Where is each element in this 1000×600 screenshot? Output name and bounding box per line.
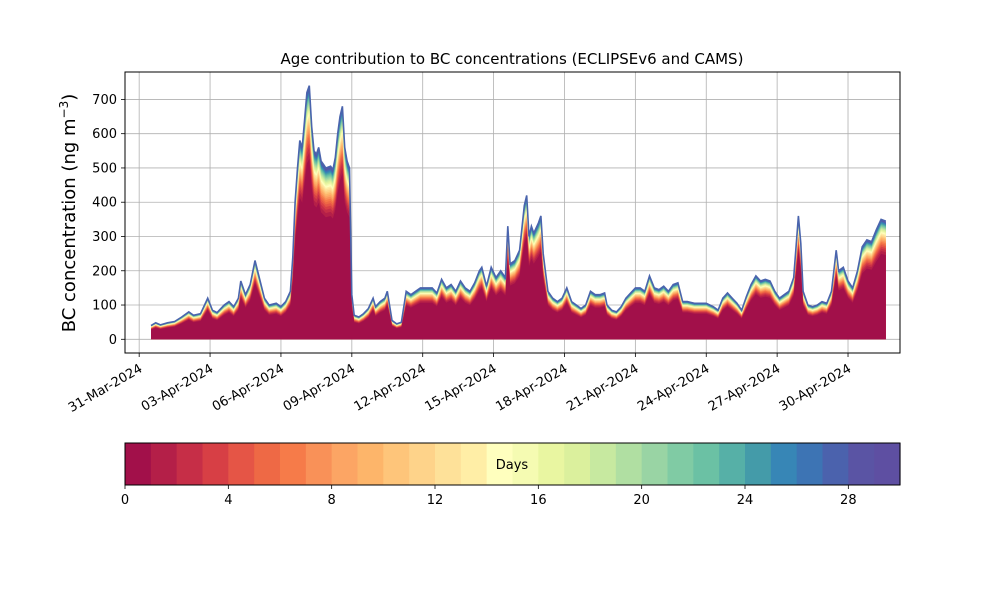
colorbar-segment [693,443,720,485]
y-tick-label: 600 [92,127,117,142]
x-axis: 31-Mar-202403-Apr-202406-Apr-202409-Apr-… [66,353,854,416]
y-axis-label-text: BC concentration (ng m [59,118,80,332]
colorbar-tick-label: 16 [530,493,547,508]
y-tick-label: 0 [109,333,117,348]
colorbar: 0 4 8 12 16 20 24 28 Days [121,442,901,508]
colorbar-frame [124,442,901,486]
colorbar-segment [383,443,410,485]
colorbar-segment [435,443,462,485]
colorbar-segment [770,443,798,485]
x-tick-label: 03-Apr-2024 [139,361,216,414]
x-tick-label: 12-Apr-2024 [352,361,429,414]
colorbar-segment [822,443,849,485]
x-tick-label: 24-Apr-2024 [635,361,712,414]
y-tick-label: 400 [92,196,117,211]
colorbar-segment [228,443,255,485]
y-tick-label: 300 [92,230,117,245]
plot-frame [124,71,901,354]
age-bands [150,85,887,340]
y-axis-label-close: ) [59,94,80,101]
colorbar-segment [745,443,772,485]
colorbar-segment [667,443,694,485]
y-tick-label: 200 [92,264,117,279]
colorbar-segment [590,443,617,485]
x-tick-label: 30-Apr-2024 [777,361,854,414]
x-tick-label: 09-Apr-2024 [281,361,358,414]
colorbar-tick-label: 4 [224,493,232,508]
colorbar-segment [202,443,229,485]
colorbar-tick-label: 24 [737,493,754,508]
colorbar-tick-label: 8 [328,493,336,508]
colorbar-segment [641,443,669,485]
colorbar-segment [331,443,359,485]
y-tick-label: 100 [92,299,117,314]
colorbar-segment [538,443,565,485]
colorbar-segment [512,443,539,485]
colorbar-tick-label: 20 [633,493,650,508]
colorbar-segment [719,443,746,485]
colorbar-segment [280,443,307,485]
colorbar-segment [254,443,281,485]
x-tick-label: 31-Mar-2024 [66,361,145,415]
y-axis: 0 100 200 300 400 500 600 700 [92,93,125,348]
colorbar-segment [357,443,384,485]
colorbar-tick-label: 0 [121,493,129,508]
colorbar-segment [125,443,152,485]
total-concentration-line [150,85,887,327]
colorbar-segment [460,443,488,485]
y-tick-label: 500 [92,161,117,176]
colorbar-segment [615,443,643,485]
colorbar-label: Days [496,458,529,473]
colorbar-segment [796,443,824,485]
x-tick-label: 21-Apr-2024 [564,361,641,414]
y-axis-label-sup: −3 [57,101,71,119]
colorbar-segment [150,443,178,485]
x-tick-label: 15-Apr-2024 [422,361,499,414]
colorbar-segment [409,443,436,485]
x-tick-label: 27-Apr-2024 [706,361,783,414]
colorbar-segment [176,443,204,485]
colorbar-segment [486,443,514,485]
age-band-0-1-days [151,158,886,340]
x-tick-label: 06-Apr-2024 [210,361,287,414]
colorbar-tick-label: 12 [427,493,444,508]
colorbar-segment [874,443,901,485]
colorbar-segment [305,443,333,485]
colorbar-segment [848,443,875,485]
x-tick-label: 18-Apr-2024 [493,361,570,414]
y-tick-label: 700 [92,93,117,108]
chart-title: Age contribution to BC concentrations (E… [281,50,744,68]
colorbar-tick-label: 28 [840,493,857,508]
y-axis-label: BC concentration (ng m−3) [57,94,80,333]
colorbar-segment [564,443,591,485]
